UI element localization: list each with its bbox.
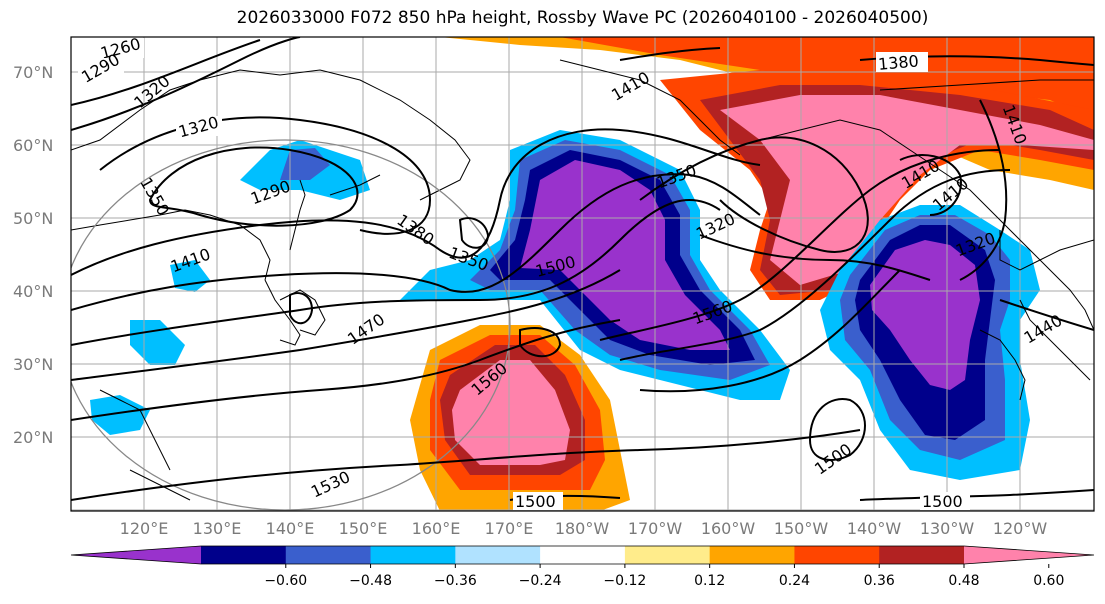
negative-anomaly-shading bbox=[90, 130, 1040, 480]
lon-label: 130°E bbox=[193, 519, 242, 538]
colorbar-swatch bbox=[624, 546, 711, 564]
lat-label: 30°N bbox=[13, 355, 53, 374]
colorbar-tick-label: −0.36 bbox=[434, 573, 477, 589]
lat-label: 60°N bbox=[13, 136, 53, 155]
colorbar-extend-high bbox=[964, 546, 1094, 564]
colorbar-extend-low bbox=[71, 546, 201, 564]
colorbar-tick-label: 0.60 bbox=[1033, 573, 1064, 589]
lon-label: 140°E bbox=[266, 519, 315, 538]
lon-label: 150°W bbox=[774, 519, 829, 538]
map-title: 2026033000 F072 850 hPa height, Rossby W… bbox=[236, 8, 929, 28]
colorbar-swatch bbox=[370, 546, 456, 564]
colorbar-swatch bbox=[709, 546, 795, 564]
lon-label: 160°E bbox=[412, 519, 461, 538]
colorbar-tick-label: −0.48 bbox=[349, 573, 392, 589]
colorbar-swatch bbox=[285, 546, 372, 564]
longitude-labels: 120°E 130°E 140°E 150°E 160°E 170°E 180°… bbox=[120, 519, 1048, 538]
lon-label: 120°E bbox=[120, 519, 169, 538]
colorbar-tick-label: 0.24 bbox=[779, 573, 810, 589]
colorbar-tick-label: −0.24 bbox=[519, 573, 562, 589]
map-border bbox=[70, 36, 1095, 512]
lat-label: 20°N bbox=[13, 428, 53, 447]
contour-label: 1500 bbox=[515, 492, 556, 511]
colorbar-tick-label: 0.36 bbox=[864, 573, 895, 589]
lon-label: 170°E bbox=[485, 519, 534, 538]
lon-label: 130°W bbox=[920, 519, 975, 538]
lat-label: 40°N bbox=[13, 282, 53, 301]
lon-label: 150°E bbox=[339, 519, 388, 538]
lat-label: 70°N bbox=[13, 63, 53, 82]
colorbar-tick-label: −0.60 bbox=[264, 573, 307, 589]
contour-label: 1380 bbox=[877, 51, 919, 73]
lon-label: 180°W bbox=[555, 519, 610, 538]
colorbar: −0.60 −0.48 −0.36 −0.24 −0.12 0.12 0.24 0.36 0.4… bbox=[70, 545, 1095, 589]
lon-label: 160°W bbox=[701, 519, 756, 538]
colorbar-swatch bbox=[879, 546, 965, 564]
lon-label: 170°W bbox=[628, 519, 683, 538]
colorbar-swatch bbox=[794, 546, 880, 564]
colorbar-outline bbox=[70, 545, 1095, 565]
lon-label: 140°W bbox=[847, 519, 902, 538]
latitude-labels: 70°N 60°N 50°N 40°N 30°N 20°N bbox=[13, 63, 53, 447]
colorbar-tick-label: −0.12 bbox=[603, 573, 646, 589]
height-contours bbox=[71, 37, 1094, 501]
colorbar-tick-label: 0.12 bbox=[694, 573, 725, 589]
colorbar-swatch bbox=[540, 546, 626, 564]
colorbar-tick-label: 0.48 bbox=[948, 573, 979, 589]
colorbar-swatch bbox=[455, 546, 541, 564]
colorbar-swatch bbox=[201, 546, 287, 564]
lon-label: 120°W bbox=[993, 519, 1048, 538]
reference-circle bbox=[71, 139, 511, 511]
contour-label: 1500 bbox=[922, 492, 963, 511]
lat-label: 50°N bbox=[13, 209, 53, 228]
